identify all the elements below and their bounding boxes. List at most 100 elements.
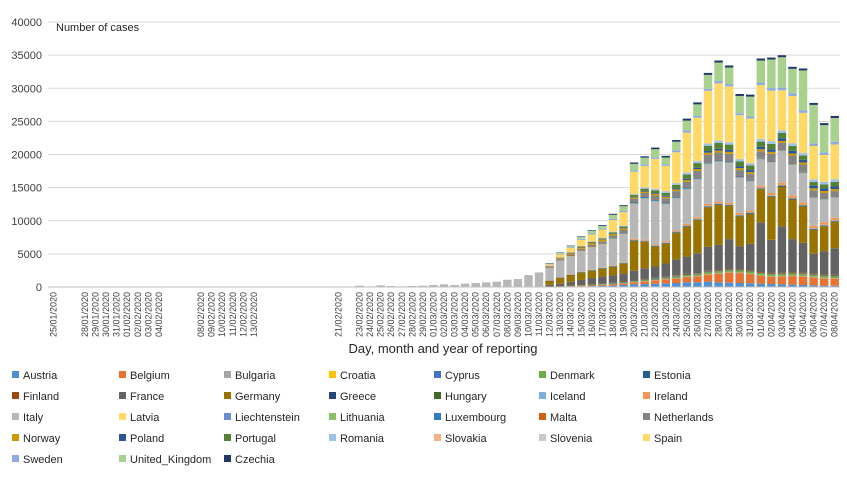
bar-segment: [746, 213, 755, 214]
bar-segment: [756, 222, 766, 272]
bar-segment: [629, 197, 639, 199]
legend-label: Romania: [340, 433, 385, 445]
bar-segment: [819, 188, 829, 191]
bar-segment: [788, 155, 797, 164]
bar-segment: [735, 212, 744, 215]
bar-segment: [703, 151, 713, 153]
legend-swatch: [119, 371, 126, 378]
bar-segment: [650, 277, 660, 279]
bar-segment: [735, 168, 744, 171]
bar-segment: [629, 194, 639, 195]
bar-segment: [608, 214, 618, 219]
bar-segment: [703, 143, 713, 146]
bar-segment: [566, 255, 575, 275]
bar-segment: [672, 231, 681, 233]
bar-segment: [661, 157, 670, 165]
bar-segment: [608, 237, 618, 239]
bar-segment: [714, 142, 723, 149]
bar-segment: [608, 284, 618, 286]
bar-segment: [735, 176, 744, 178]
legend-swatch: [119, 434, 126, 441]
bar-segment: [682, 274, 692, 277]
legend-swatch: [224, 434, 231, 441]
bar-segment: [798, 110, 808, 113]
bar-segment: [682, 132, 692, 173]
legend-label: Slovakia: [445, 433, 487, 445]
bar-segment: [777, 130, 787, 133]
bar-segment: [629, 282, 639, 285]
bar-segment: [756, 157, 766, 159]
legend-label: Cyprus: [445, 370, 480, 382]
legend-label: Norway: [23, 433, 61, 445]
x-tick-label: 30/03/2020: [735, 292, 745, 337]
bar-segment: [830, 179, 839, 182]
legend-label: France: [130, 391, 164, 403]
bar-segment: [682, 256, 692, 274]
bar-segment: [767, 161, 776, 162]
bar-segment: [798, 205, 808, 207]
bar-segment: [777, 142, 787, 150]
bar-segment: [746, 174, 755, 180]
legend-label: Belgium: [130, 370, 170, 382]
bar-segment: [724, 271, 734, 273]
bar-segment: [661, 279, 670, 284]
bar-segment: [650, 245, 660, 247]
x-tick-label: 06/03/2020: [481, 292, 491, 337]
bar-segment: [735, 159, 744, 162]
legend-swatch: [224, 455, 231, 462]
bar-segment: [524, 275, 533, 287]
bar-segment: [714, 271, 723, 273]
bar-segment: [714, 161, 723, 202]
bar-segment: [693, 163, 702, 168]
x-tick-label: 04/04/2020: [787, 292, 797, 337]
legend: Austria Belgium Bulgaria Croatia Cyprus Denma…: [12, 370, 714, 466]
bar-segment: [830, 115, 839, 118]
bar-segment: [693, 219, 702, 221]
x-tick-label: 28/01/2020: [80, 292, 90, 337]
bar-segment: [724, 144, 734, 150]
legend-label: Spain: [654, 433, 682, 445]
bar-segment: [661, 203, 670, 242]
bar-segment: [830, 275, 839, 278]
bar-segment: [577, 238, 586, 240]
bar-segment: [724, 142, 734, 145]
bar-segment: [619, 212, 628, 226]
bar-segment: [788, 198, 797, 200]
bar-segment: [735, 113, 744, 116]
bar-segment: [798, 273, 808, 276]
bar-segment: [809, 277, 818, 286]
bar-segment: [767, 276, 776, 285]
bar-segment: [682, 181, 692, 188]
bar-segment: [724, 67, 734, 85]
bar-segment: [672, 259, 681, 276]
bar-segment: [767, 143, 776, 150]
bar-segment: [672, 232, 681, 260]
bar-segment: [788, 272, 797, 274]
bar-segment: [682, 277, 692, 283]
bar-segment: [809, 182, 818, 186]
bar-segment: [703, 72, 713, 75]
bar-segment: [693, 282, 702, 287]
bar-segment: [672, 152, 681, 183]
bar-segment: [608, 234, 618, 236]
legend-swatch: [224, 413, 231, 420]
bar-segment: [587, 270, 597, 279]
bar-segment: [767, 90, 776, 142]
bar-segment: [714, 140, 723, 143]
bar-segment: [703, 152, 713, 155]
bar-segment: [682, 130, 692, 133]
bar-segment: [819, 251, 829, 275]
bar-segment: [555, 257, 565, 259]
legend-label: Croatia: [340, 370, 376, 382]
legend-swatch: [539, 413, 546, 420]
bar-segment: [661, 198, 670, 203]
bar-segment: [672, 183, 681, 185]
x-tick-label: 11/03/2020: [534, 292, 544, 336]
bar-segment: [619, 285, 628, 287]
bar-segment: [798, 164, 808, 172]
bar-segment: [608, 275, 618, 283]
bar-segment: [735, 115, 744, 159]
legend-label: Latvia: [130, 412, 160, 424]
bar-segment: [819, 182, 829, 185]
bar-segment: [640, 284, 649, 287]
